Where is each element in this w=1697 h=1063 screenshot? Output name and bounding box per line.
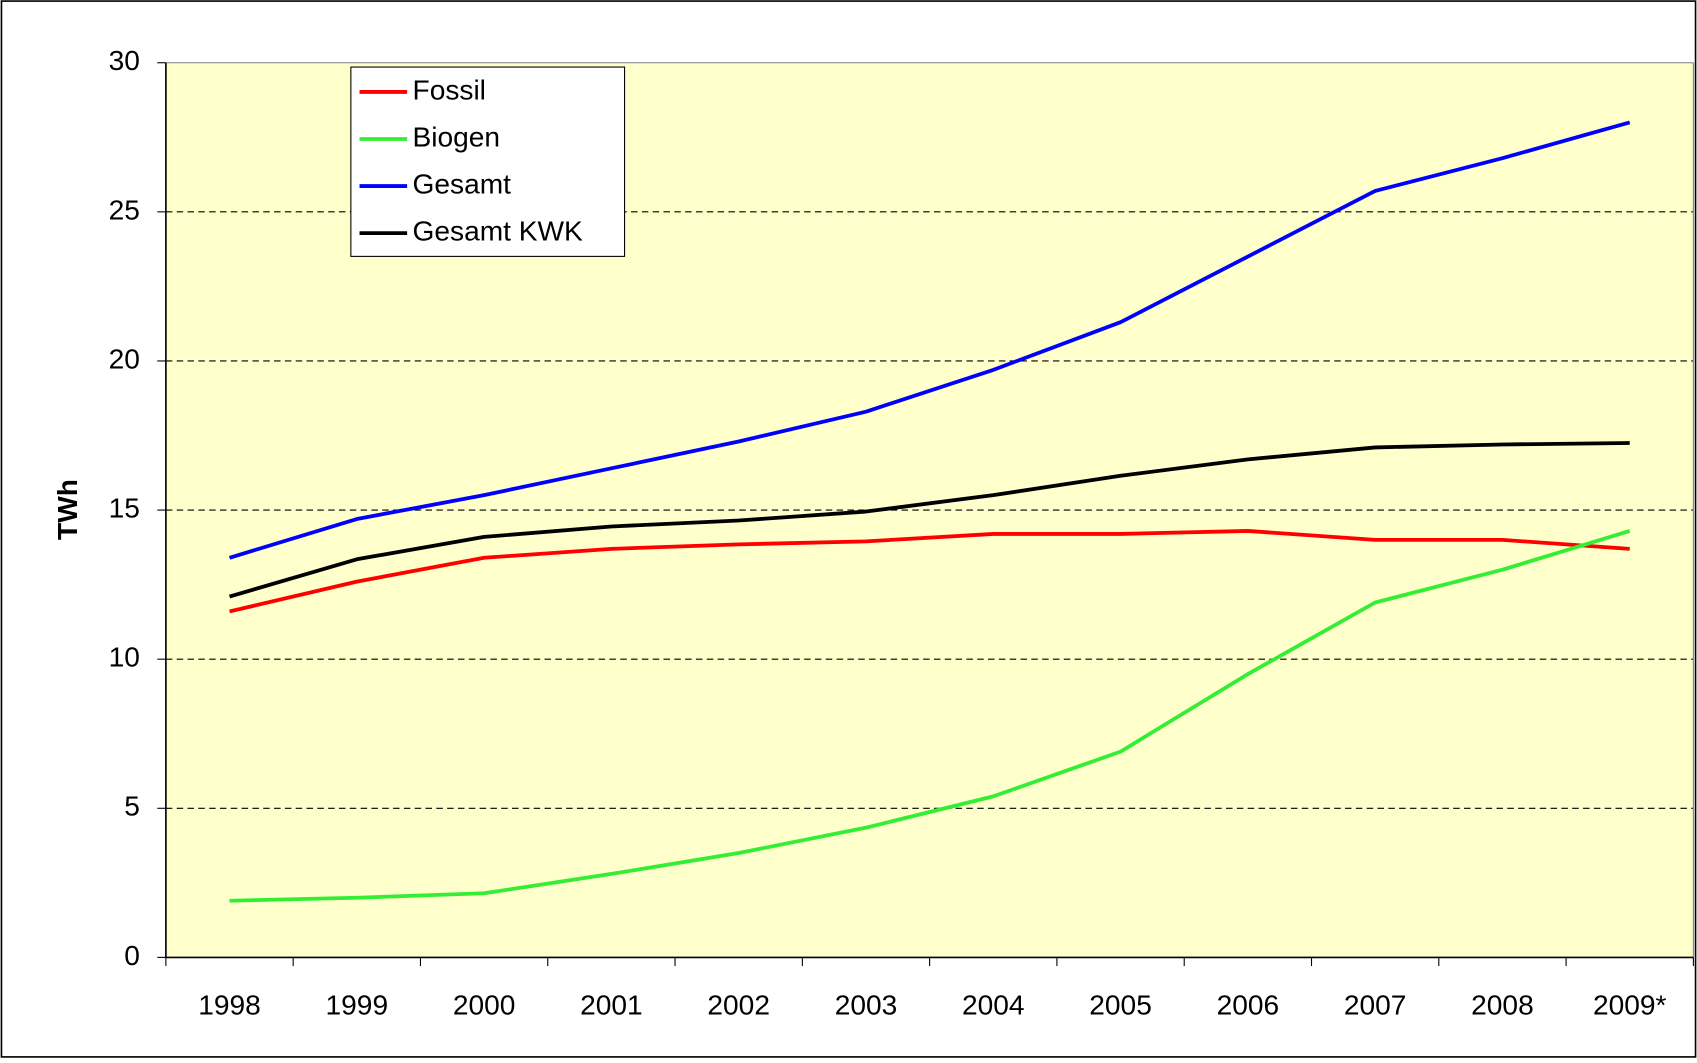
- legend-label: Fossil: [413, 74, 486, 105]
- x-tick-label: 1998: [198, 990, 261, 1021]
- legend-label: Gesamt: [413, 168, 512, 199]
- x-tick-label: 2007: [1344, 990, 1407, 1021]
- legend-label: Gesamt KWK: [413, 216, 583, 247]
- legend-label: Biogen: [413, 121, 501, 152]
- x-tick-label: 2009*: [1593, 990, 1667, 1021]
- x-tick-label: 2002: [707, 990, 770, 1021]
- y-tick-label: 5: [124, 791, 140, 822]
- x-tick-label: 2005: [1089, 990, 1152, 1021]
- line-series: [228, 120, 1631, 560]
- y-tick-label: 15: [109, 492, 140, 523]
- x-tick-label: 2008: [1471, 990, 1534, 1021]
- x-tick-label: 2003: [835, 990, 898, 1021]
- x-tick-label: 2006: [1217, 990, 1280, 1021]
- line-series: [229, 529, 1631, 903]
- y-tick-label: 0: [124, 940, 140, 971]
- x-tick-label: 2004: [962, 990, 1025, 1021]
- x-tick-label: 1999: [326, 990, 389, 1021]
- line-series: [228, 441, 1630, 599]
- y-tick-label: 10: [109, 642, 140, 673]
- line-series: [229, 529, 1630, 614]
- x-tick-label: 2001: [580, 990, 643, 1021]
- y-axis-label: TWh: [52, 479, 83, 540]
- x-tick-label: 2000: [453, 990, 516, 1021]
- y-tick-label: 20: [109, 343, 140, 374]
- y-tick-label: 30: [109, 45, 140, 76]
- legend-box: [350, 66, 626, 257]
- legend: Fossil Biogen Gesamt Gesamt KWK: [350, 66, 626, 257]
- y-tick-label: 25: [109, 194, 140, 225]
